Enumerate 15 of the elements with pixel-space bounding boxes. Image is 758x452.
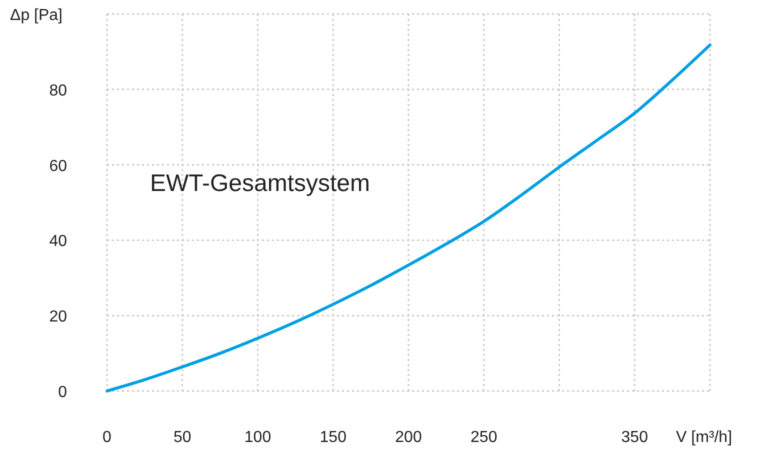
annotation: EWT-Gesamtsystem: [150, 170, 370, 197]
x-axis-title: V [m³/h]: [676, 429, 732, 446]
y-tick-label: 20: [49, 308, 68, 326]
x-tick-label: 350: [621, 429, 648, 446]
x-tick-label: 0: [102, 429, 112, 446]
x-tick-label: 50: [173, 429, 192, 446]
y-tick-label: 80: [49, 82, 68, 100]
y-axis-title: Δp [Pa]: [10, 7, 62, 24]
x-tick-label: 250: [470, 429, 498, 446]
y-tick-label: 0: [58, 384, 68, 401]
y-tick-label: 60: [49, 158, 68, 175]
x-tick-label: 100: [244, 429, 272, 446]
x-tick-label: 200: [395, 429, 422, 446]
x-tick-label: 150: [320, 429, 347, 446]
y-tick-label: 40: [49, 233, 68, 250]
